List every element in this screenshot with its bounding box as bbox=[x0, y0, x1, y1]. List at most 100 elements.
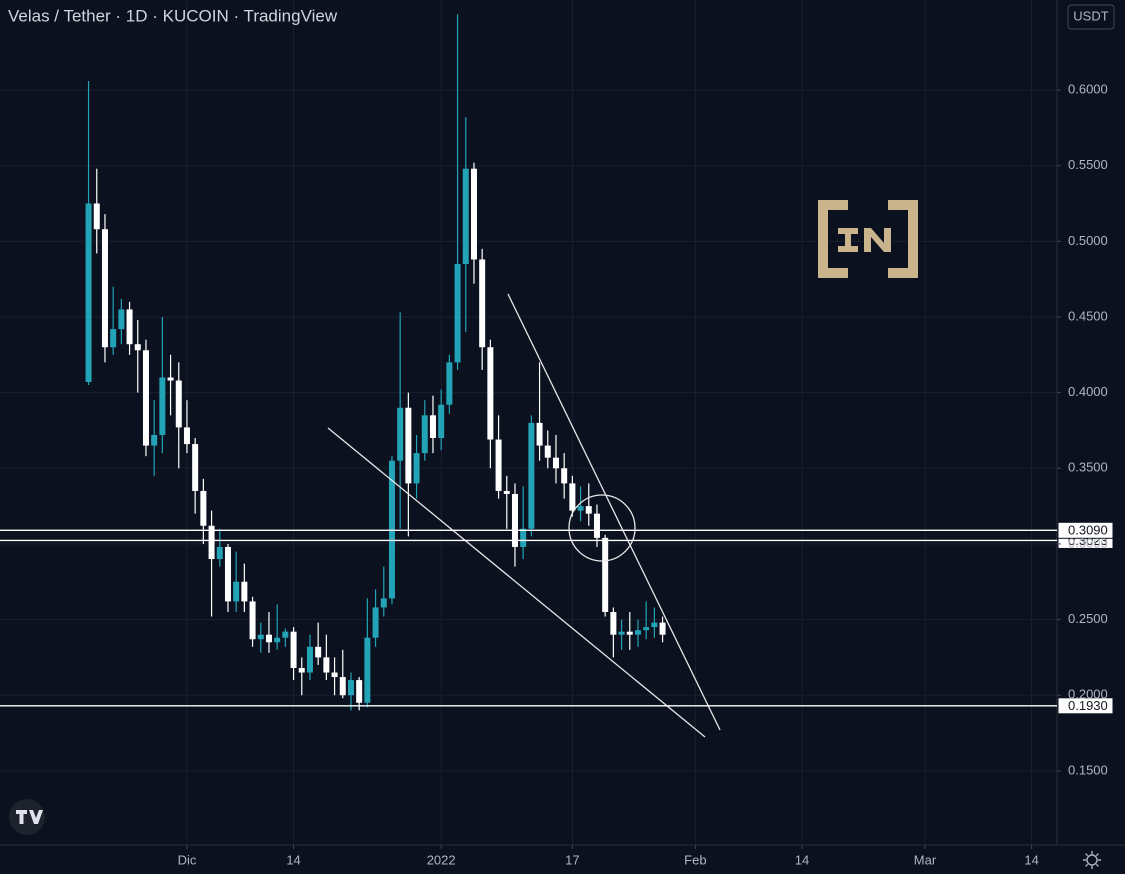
candle-body bbox=[602, 537, 609, 613]
candle-body bbox=[331, 672, 338, 678]
candle-body bbox=[298, 667, 305, 673]
candle-body bbox=[495, 439, 502, 491]
x-tick-label: Dic bbox=[178, 852, 197, 867]
candle-body bbox=[142, 350, 149, 446]
candle-body bbox=[446, 362, 453, 405]
candle-body bbox=[634, 630, 641, 635]
candle-body bbox=[470, 168, 477, 260]
candle-body bbox=[462, 168, 469, 265]
candle-body bbox=[134, 344, 141, 351]
candle-body bbox=[159, 377, 166, 435]
level-label-box bbox=[1057, 697, 1114, 715]
watermark-logo bbox=[818, 200, 918, 278]
x-tick-label: Feb bbox=[684, 852, 706, 867]
candle-body bbox=[356, 680, 363, 703]
candle-body bbox=[479, 259, 486, 348]
candle-body bbox=[151, 434, 158, 446]
candle-body bbox=[323, 657, 330, 673]
candle-body bbox=[315, 646, 322, 658]
x-tick-label: 17 bbox=[565, 852, 579, 867]
trend-line bbox=[507, 293, 721, 731]
candle-body bbox=[405, 407, 412, 484]
candle-body bbox=[118, 309, 125, 330]
tv-logo[interactable] bbox=[9, 799, 45, 835]
candle-body bbox=[421, 415, 428, 454]
y-tick-label: 0.3500 bbox=[1068, 460, 1108, 475]
candle-body bbox=[372, 607, 379, 638]
candle-body bbox=[233, 581, 240, 602]
level-label: 0.1930 bbox=[1068, 698, 1108, 713]
highlight-circle bbox=[568, 494, 636, 562]
candle-body bbox=[274, 637, 281, 643]
candle-body bbox=[593, 513, 600, 538]
candle-body bbox=[85, 203, 92, 383]
y-tick-label: 0.3000 bbox=[1068, 535, 1108, 550]
candle-body bbox=[93, 203, 100, 230]
settings-icon[interactable] bbox=[1083, 851, 1101, 869]
candle-body bbox=[306, 646, 313, 673]
candle-body bbox=[454, 264, 461, 363]
x-tick-label: 14 bbox=[1024, 852, 1038, 867]
trend-line bbox=[327, 427, 706, 738]
candle-body bbox=[216, 546, 223, 560]
y-tick-label: 0.5000 bbox=[1068, 233, 1108, 248]
candle-body bbox=[167, 377, 174, 381]
candle-body bbox=[282, 631, 289, 638]
chart-title: Velas / Tether · 1D · KUCOIN · TradingVi… bbox=[8, 6, 338, 25]
candle-body bbox=[577, 506, 584, 511]
level-label-box bbox=[1057, 521, 1114, 539]
candle-body bbox=[339, 677, 346, 696]
y-tick-label: 0.2000 bbox=[1068, 687, 1108, 702]
y-tick-label: 0.2500 bbox=[1068, 611, 1108, 626]
y-tick-label: 0.5500 bbox=[1068, 157, 1108, 172]
candle-body bbox=[397, 407, 404, 461]
candle-body bbox=[290, 631, 297, 668]
candle-body bbox=[388, 460, 395, 599]
candle-body bbox=[126, 309, 133, 345]
candle-body bbox=[659, 622, 666, 635]
y-tick-label: 0.6000 bbox=[1068, 81, 1108, 96]
x-tick-label: Mar bbox=[914, 852, 937, 867]
candle-body bbox=[569, 483, 576, 511]
candle-body bbox=[183, 427, 190, 445]
candle-body bbox=[208, 525, 215, 560]
candle-body bbox=[520, 528, 527, 547]
candle-body bbox=[265, 634, 272, 643]
candle-body bbox=[561, 468, 568, 484]
candle-body bbox=[110, 329, 117, 348]
candle-body bbox=[585, 506, 592, 514]
level-label: 0.3090 bbox=[1068, 523, 1108, 538]
candle-body bbox=[552, 457, 559, 469]
x-tick-label: 14 bbox=[795, 852, 809, 867]
candle-body bbox=[241, 581, 248, 602]
x-tick-label: 14 bbox=[286, 852, 300, 867]
candle-body bbox=[626, 631, 633, 635]
candle-body bbox=[413, 453, 420, 484]
candle-body bbox=[438, 404, 445, 439]
candles bbox=[85, 14, 666, 711]
candle-body bbox=[364, 637, 371, 703]
candle-body bbox=[175, 380, 182, 428]
candle-body bbox=[192, 444, 199, 491]
candle-body bbox=[347, 680, 354, 696]
y-tick-label: 0.1500 bbox=[1068, 762, 1108, 777]
candle-body bbox=[200, 490, 207, 526]
candle-body bbox=[544, 445, 551, 458]
candle-body bbox=[257, 634, 264, 640]
candle-body bbox=[487, 347, 494, 440]
candle-body bbox=[429, 415, 436, 439]
y-tick-label: 0.4000 bbox=[1068, 384, 1108, 399]
candle-body bbox=[101, 229, 108, 348]
candle-body bbox=[380, 598, 387, 608]
candle-body bbox=[224, 546, 231, 602]
currency-box[interactable] bbox=[1067, 4, 1115, 30]
candle-body bbox=[643, 627, 650, 631]
candle-body bbox=[528, 422, 535, 529]
x-tick-label: 2022 bbox=[427, 852, 456, 867]
candle-body bbox=[249, 601, 256, 640]
candle-body bbox=[503, 490, 510, 494]
currency-label: USDT bbox=[1073, 8, 1108, 23]
